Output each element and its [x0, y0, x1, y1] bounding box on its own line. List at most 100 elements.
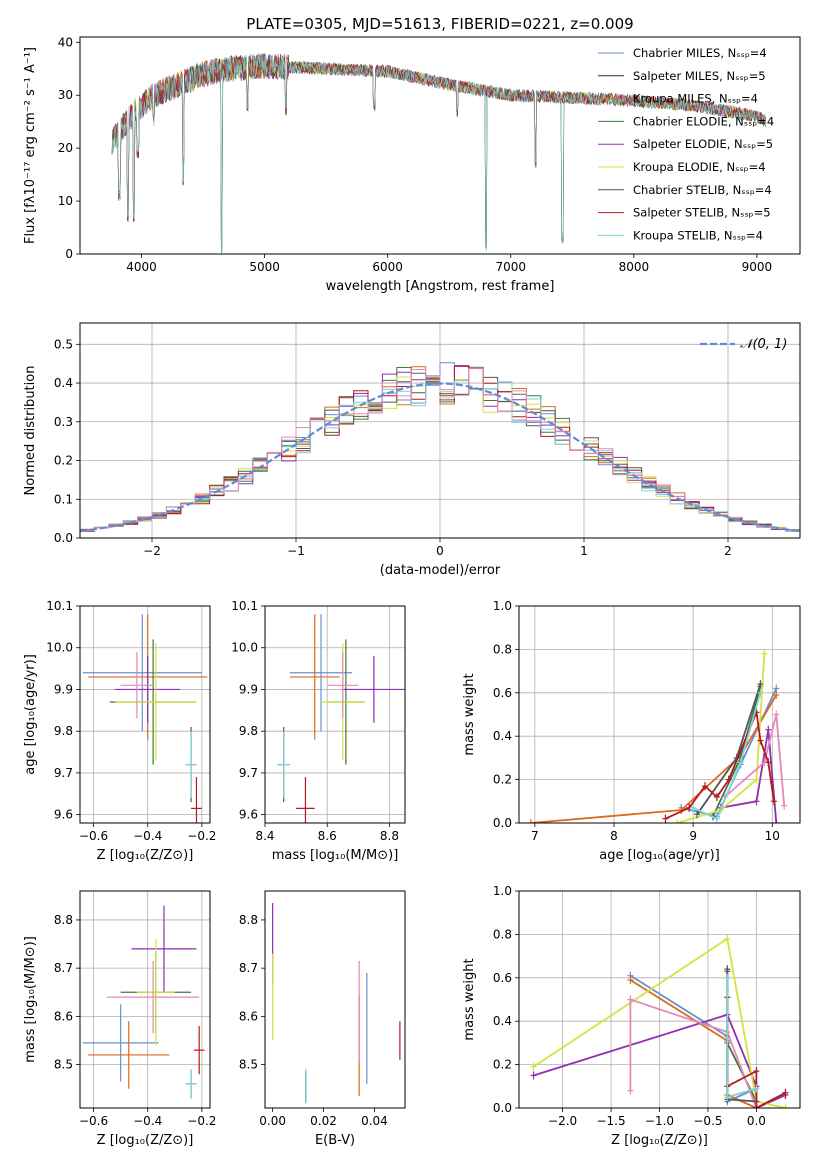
x-tick-label: 9000 — [742, 260, 773, 274]
y-tick-label: 10.1 — [231, 599, 258, 613]
x-tick-label: 8000 — [619, 260, 650, 274]
y-tick-label: 0.6 — [493, 971, 512, 985]
axes-frame — [79, 36, 801, 255]
weight-line — [677, 653, 766, 823]
y-axis-label: mass weight — [462, 673, 477, 755]
error-bar-point — [88, 1021, 170, 1089]
plot-area — [82, 905, 205, 1099]
error-bar-point — [82, 1004, 159, 1082]
plot-area — [80, 362, 800, 534]
weight-line — [696, 683, 762, 815]
chart-weight-vs-z: −2.0 −1.5 −1.0 −0.5 0.0 0.0 0.2 0.4 0.6 0.8 1.0 Z [… — [462, 884, 801, 1148]
x-tick-label: 8 — [610, 829, 618, 843]
y-axis-label: Flux [fλ10⁻¹⁷ erg cm⁻² s⁻¹ A⁻¹] — [23, 47, 38, 244]
error-bar-point — [185, 731, 197, 798]
axes-frame — [518, 605, 801, 824]
x-axis-label: wavelength [Angstrom, rest frame] — [326, 279, 555, 294]
weight-line — [692, 692, 762, 820]
x-tick-label: 5000 — [249, 260, 280, 274]
y-tick-label: 1.0 — [493, 599, 512, 613]
error-bar-point — [327, 651, 359, 719]
normal-curve — [80, 382, 800, 533]
plot-area — [277, 614, 405, 823]
y-tick-label: 0.0 — [493, 816, 512, 830]
legend-label: Kroupa ELODIE, Nₛₛₚ=4 — [633, 160, 766, 174]
x-tick-label: −0.5 — [693, 1114, 722, 1128]
y-tick-label: 0.5 — [54, 337, 73, 351]
grid-lines — [80, 891, 210, 1108]
x-tick-label: −1 — [287, 544, 305, 558]
y-tick-label: 9.6 — [54, 808, 73, 822]
error-bar-point — [115, 656, 181, 723]
x-axis-label: age [log₁₀(age/yr)] — [599, 848, 720, 863]
axes-frame — [79, 890, 211, 1109]
error-bar-point — [107, 960, 200, 1034]
plot-area — [82, 614, 208, 823]
y-tick-label: 0 — [65, 247, 73, 261]
y-tick-label: 9.7 — [239, 766, 258, 780]
y-tick-label: 0.0 — [54, 531, 73, 545]
legend-label: Chabrier MILES, Nₛₛₚ=4 — [633, 46, 767, 60]
x-tick-label: −0.2 — [187, 1114, 216, 1128]
y-tick-label: 0.4 — [54, 376, 73, 390]
y-tick-label: 0.2 — [493, 1058, 512, 1072]
y-axis-label: mass [log₁₀(M/M⊙)] — [23, 936, 38, 1063]
error-bar-point — [115, 643, 197, 761]
y-tick-label: 8.6 — [54, 1009, 73, 1023]
error-bar-point — [193, 1026, 205, 1075]
y-tick-label: 8.8 — [239, 913, 258, 927]
y-tick-label: 1.0 — [493, 884, 512, 898]
chart-title: PLATE=0305, MJD=51613, FIBERID=0221, z=0… — [246, 15, 633, 33]
x-tick-label: 4000 — [126, 260, 157, 274]
chart-age-vs-mass: 8.4 8.6 8.8 9.6 9.7 9.8 9.9 10.0 10.1 mass [log₁₀… — [231, 599, 406, 863]
axes-frame — [264, 605, 406, 824]
error-bar-point — [131, 905, 197, 993]
legend-label: Chabrier ELODIE, Nₛₛₚ=4 — [633, 114, 774, 128]
plot-area — [530, 934, 789, 1108]
x-axis-label: Z [log₁₀(Z/Z⊙)] — [97, 1133, 194, 1148]
x-tick-label: −0.4 — [133, 829, 162, 843]
y-tick-label: 8.7 — [239, 961, 258, 975]
y-axis-label: mass weight — [462, 958, 477, 1040]
x-axis-label: Z [log₁₀(Z/Z⊙)] — [611, 1133, 708, 1148]
plot-area — [272, 903, 401, 1104]
y-tick-label: 8.5 — [54, 1058, 73, 1072]
x-tick-label: 7000 — [495, 260, 526, 274]
x-tick-label: 8.6 — [318, 829, 337, 843]
y-tick-label: 9.8 — [54, 724, 73, 738]
y-tick-label: 10.0 — [46, 641, 73, 655]
x-tick-label: 0.02 — [310, 1114, 337, 1128]
error-bar-point — [82, 614, 202, 732]
chart-weight-vs-age: 7 8 9 10 0.0 0.2 0.4 0.6 0.8 1.0 age [log₁₀(age/yr… — [462, 599, 801, 863]
grid-lines — [519, 890, 800, 1109]
y-tick-label: 9.7 — [54, 766, 73, 780]
x-tick-label: 8.8 — [380, 829, 399, 843]
x-tick-label: 0.00 — [259, 1114, 286, 1128]
y-tick-label: 0.4 — [493, 1014, 512, 1028]
x-tick-label: 2 — [724, 544, 732, 558]
chart-age-vs-z: −0.6 −0.4 −0.2 9.6 9.7 9.8 9.9 10.0 10.1 Z [log₁₀… — [23, 599, 216, 863]
error-bar-point — [289, 614, 353, 732]
y-tick-label: 0.8 — [493, 927, 512, 941]
x-tick-label: −0.4 — [133, 1114, 162, 1128]
y-tick-label: 0.4 — [493, 729, 512, 743]
y-tick-label: 8.7 — [54, 961, 73, 975]
x-tick-label: −2 — [143, 544, 161, 558]
x-tick-label: 9 — [689, 829, 697, 843]
weight-line — [724, 714, 786, 806]
y-tick-label: 40 — [58, 35, 73, 49]
y-tick-label: 9.9 — [54, 682, 73, 696]
error-bar-point — [342, 656, 405, 723]
x-tick-label: −0.2 — [187, 829, 216, 843]
chart-spectrum: Chabrier MILES, Nₛₛₚ=4 Salpeter MILES, Nₛ… — [23, 15, 801, 294]
y-tick-label: 0.1 — [54, 492, 73, 506]
x-tick-label: −0.6 — [79, 829, 108, 843]
error-bar-point — [277, 731, 290, 798]
weight-line — [720, 729, 778, 823]
error-bar-point — [296, 777, 315, 823]
y-tick-label: 9.6 — [239, 808, 258, 822]
y-tick-label: 0.2 — [493, 773, 512, 787]
x-axis-label: E(B-V) — [315, 1133, 355, 1148]
legend-label: Kroupa STELIB, Nₛₛₚ=4 — [633, 228, 763, 242]
legend-label: Salpeter STELIB, Nₛₛₚ=5 — [633, 206, 771, 220]
